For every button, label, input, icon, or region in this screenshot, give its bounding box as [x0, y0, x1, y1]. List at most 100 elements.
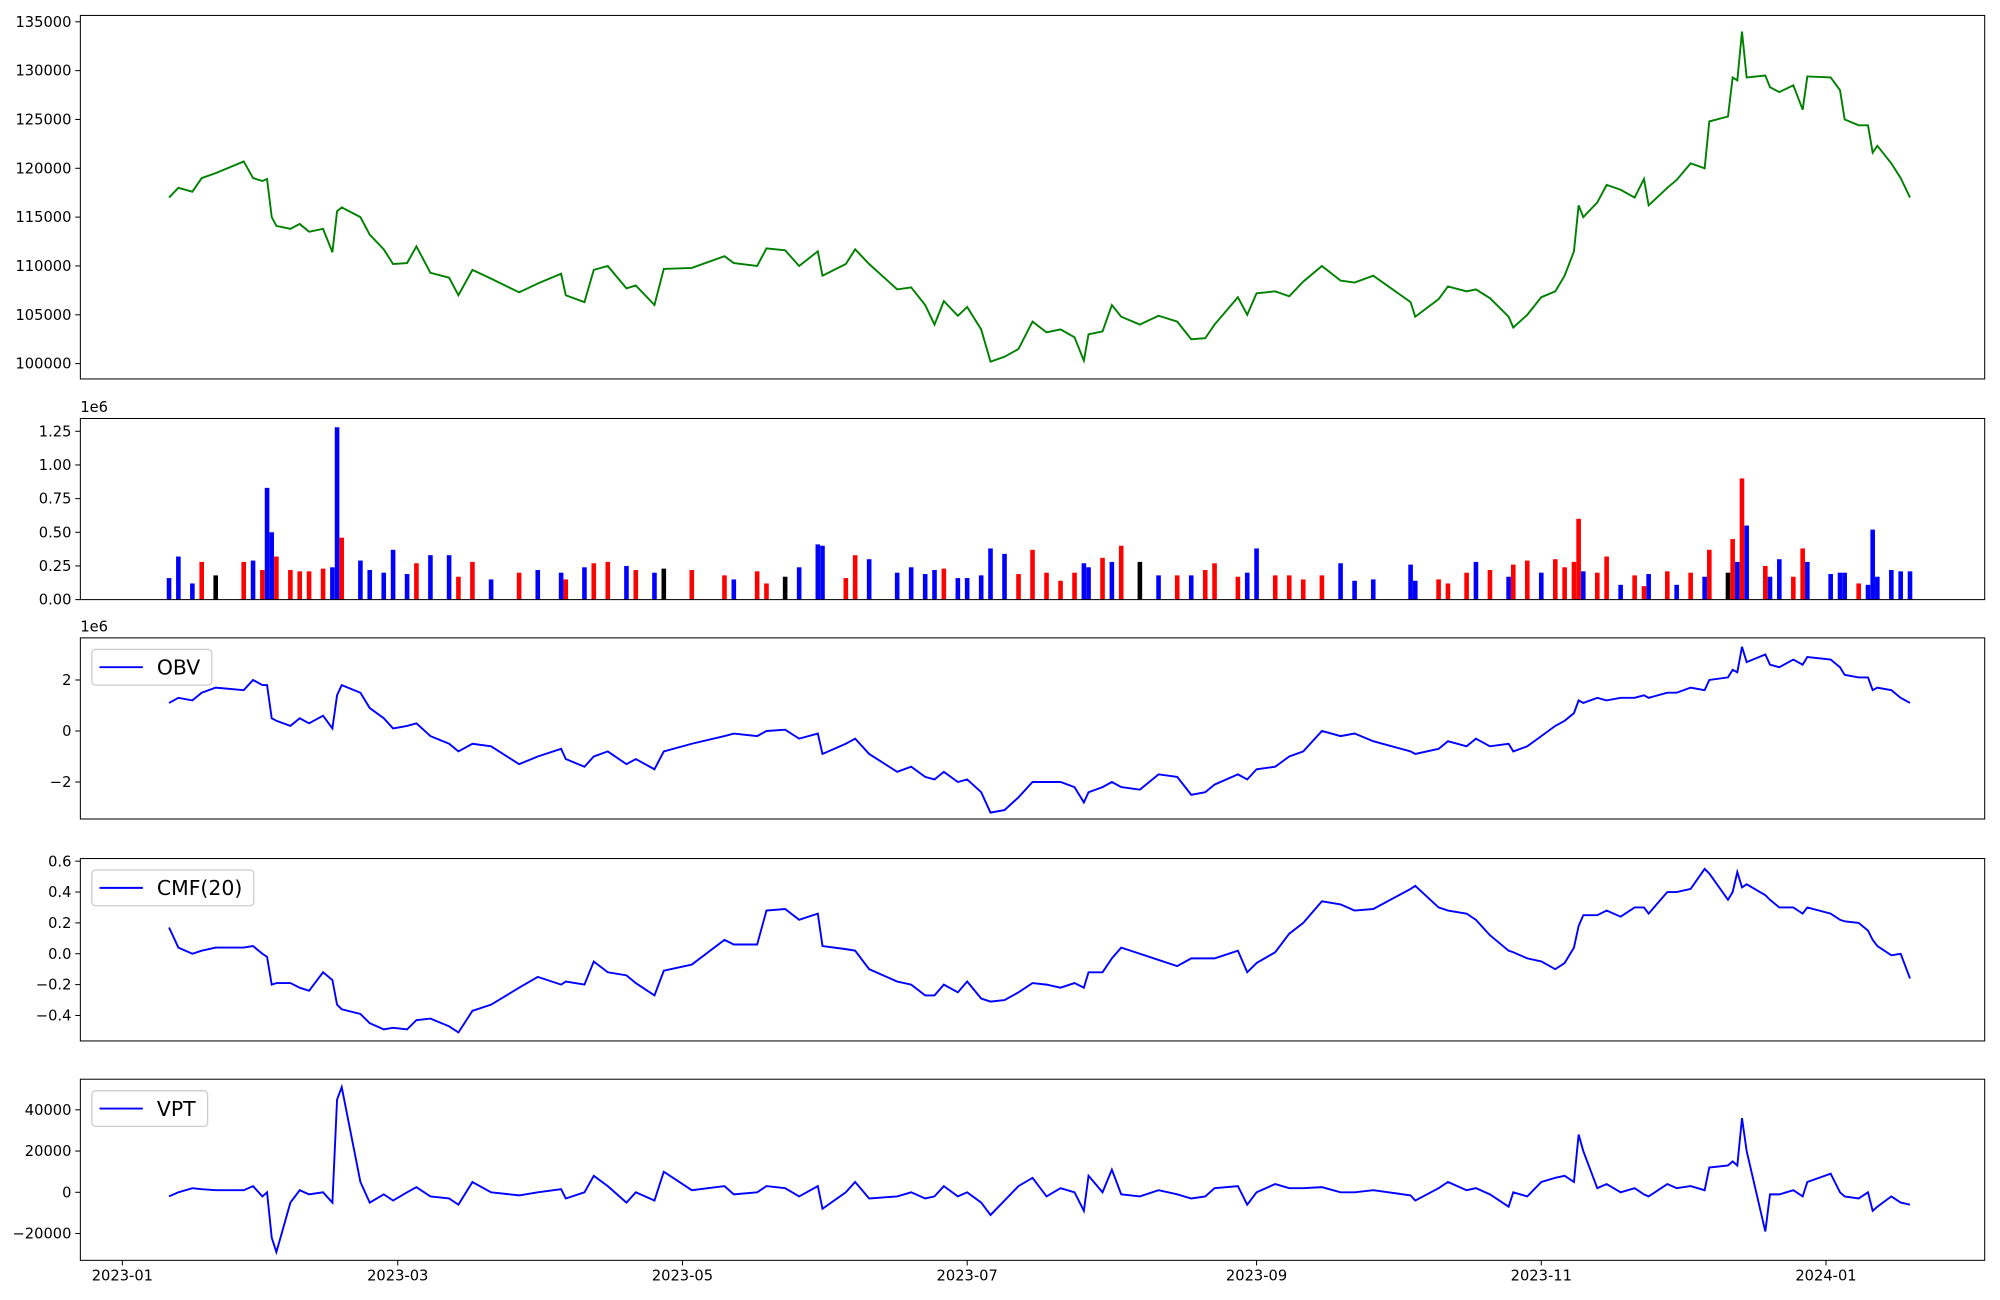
volume-bar [250, 560, 256, 600]
volume-bar [260, 569, 265, 600]
volume-bar [1319, 575, 1325, 600]
volume-bar [199, 561, 205, 600]
y-tick-label: −20000 [13, 1226, 72, 1243]
volume-bar [1272, 575, 1278, 600]
legend-box [91, 1090, 209, 1128]
volume-bar [782, 576, 788, 600]
panel: −2 0 2 1e6 OBV [50, 619, 1986, 820]
volume-bar [190, 583, 195, 600]
volume-bar [661, 568, 667, 600]
volume-bar [306, 571, 312, 600]
volume-bar [932, 569, 937, 600]
volume-bar [1562, 567, 1567, 600]
volume-bar [852, 555, 858, 600]
volume-bar [843, 578, 849, 600]
volume-bar [1791, 576, 1796, 600]
volume-bar [213, 575, 219, 600]
volume-bar [274, 556, 279, 600]
volume-bar [1763, 565, 1768, 600]
volume-bar [624, 565, 629, 600]
y-tick-label: −0.2 [36, 977, 72, 994]
y-tick-label: 110000 [15, 258, 71, 275]
volume-bar [1688, 572, 1693, 600]
x-tick-label: 2023-11 [1511, 1268, 1572, 1285]
volume-bar [1156, 575, 1161, 600]
y-tick-label: 20000 [25, 1143, 72, 1160]
volume-bar [1244, 572, 1250, 600]
volume-bar [330, 567, 335, 600]
y-tick-label: 2 [62, 672, 71, 689]
axes-frame [79, 1078, 1986, 1261]
volume-bar [1618, 584, 1623, 600]
volume-bar [264, 487, 270, 600]
volume-bar [978, 575, 984, 600]
volume-bar [1856, 583, 1861, 600]
line-series [168, 1083, 1911, 1256]
volume-bar [1865, 584, 1871, 600]
volume-bar [941, 568, 947, 600]
volume-bar [1842, 572, 1847, 600]
volume-bar [367, 569, 373, 600]
volume-bar [1735, 561, 1740, 600]
volume-bar [1338, 563, 1343, 600]
volume-bar [1137, 561, 1143, 600]
volume-bar [1118, 545, 1124, 600]
volume-bar [446, 555, 452, 600]
volume-bar [488, 579, 494, 600]
y-tick-label: 0.50 [39, 524, 72, 541]
volume-bar [1072, 572, 1077, 600]
volume-bar [1445, 583, 1451, 600]
y-tick-label: −2 [50, 774, 72, 791]
volume-bar [1674, 584, 1679, 600]
axes-frame [79, 417, 1986, 601]
volume-bar [297, 571, 303, 600]
volume-bar [1604, 556, 1609, 600]
y-tick-label: −0.4 [36, 1008, 72, 1025]
volume-bar [456, 576, 461, 600]
volume-bar [1436, 579, 1441, 600]
volume-bar [1100, 557, 1105, 600]
volume-bar [1576, 518, 1581, 600]
volume-bar [1837, 572, 1843, 600]
volume-bar [908, 567, 914, 600]
volume-bar [815, 544, 821, 600]
volume-bar [1235, 576, 1241, 600]
y-tick-label: 0.75 [39, 491, 72, 508]
volume-bar [1739, 478, 1745, 600]
volume-bar [1805, 561, 1810, 600]
volume-bar [1212, 563, 1217, 600]
volume-bar [470, 561, 475, 600]
volume-bar [731, 579, 737, 600]
volume-bar [1580, 571, 1586, 600]
volume-bar [1510, 564, 1516, 600]
volume-bar [820, 545, 825, 600]
volume-bar [1665, 571, 1670, 600]
volume-bar [414, 563, 419, 600]
legend: CMF(20) [91, 869, 255, 907]
legend: VPT [91, 1090, 209, 1128]
volume-bar [1109, 561, 1115, 600]
volume-bar [1086, 567, 1091, 600]
volume-bar [1777, 559, 1782, 600]
volume-bar [1571, 561, 1577, 600]
volume-bar [1524, 560, 1530, 600]
volume-bar [1254, 548, 1259, 600]
volume-bar [1002, 553, 1007, 600]
volume-bar [1828, 574, 1833, 600]
volume-bar [764, 583, 769, 600]
y-tick-label: 0 [62, 1184, 71, 1201]
volume-bar [1081, 563, 1087, 600]
volume-bar [1594, 572, 1600, 600]
legend-box [91, 648, 213, 686]
volume-bar [652, 572, 657, 600]
volume-bar [535, 569, 541, 600]
panel: −20000 0 20000 40000 VPT [13, 1078, 1986, 1261]
volume-bar [1408, 564, 1413, 600]
volume-bar [1730, 539, 1735, 600]
y-tick-label: 105000 [15, 307, 71, 324]
volume-bar [922, 574, 928, 600]
volume-bar [633, 569, 639, 600]
volume-bar [722, 575, 727, 600]
volume-bar [428, 555, 433, 600]
volume-bar [582, 567, 587, 600]
